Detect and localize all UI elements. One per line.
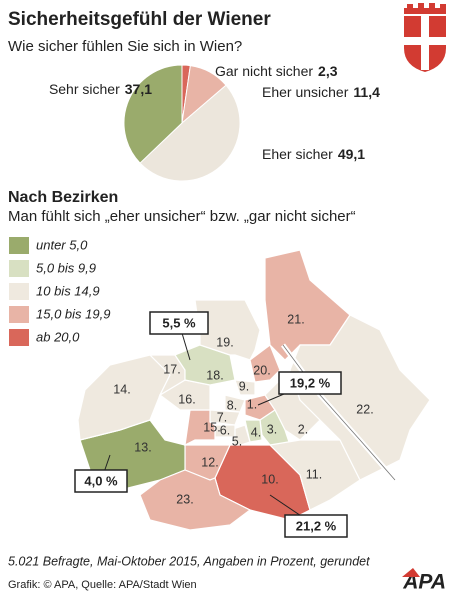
logo-mark: [402, 568, 420, 577]
callout-label: 19,2 %: [290, 375, 331, 390]
district-label: 16.: [178, 392, 195, 406]
district-label: 8.: [227, 398, 237, 412]
district-label: 19.: [216, 335, 233, 349]
slice-value: 37,1: [125, 81, 152, 97]
legend-swatch: [9, 329, 29, 346]
slice-category: Sehr sicher: [49, 81, 120, 97]
slice-category: Eher sicher: [262, 146, 333, 162]
pie-slice: [123, 64, 183, 164]
district-label: 14.: [113, 382, 130, 396]
district-label: 5.: [232, 434, 242, 448]
district: [224, 394, 246, 413]
map-subtitle: Man fühlt sich „eher unsicher“ bzw. „gar…: [8, 208, 356, 225]
pie-slice: [139, 84, 241, 182]
district: [234, 379, 256, 396]
district: [139, 469, 252, 531]
district-label: 4.: [251, 425, 261, 439]
legend: unter 5,0 5,0 bis 9,9 10 bis 14,9 15,0 bis …: [9, 237, 110, 346]
slice-label: Eher unsicher 11,4: [262, 84, 380, 100]
callout-box: [284, 514, 348, 538]
callout-box: [278, 371, 342, 395]
slice-value: 49,1: [338, 146, 365, 162]
district-label: 9.: [239, 379, 249, 393]
callout-label: 5,5 %: [162, 315, 196, 330]
callout-label: 21,2 %: [296, 518, 337, 533]
callout-box: [149, 311, 209, 335]
district: [268, 439, 361, 511]
slice-value: 11,4: [353, 84, 380, 100]
danube-edge: [282, 344, 396, 481]
slice-label: Eher sicher 49,1: [262, 146, 365, 162]
coat-of-arms: [404, 3, 446, 72]
legend-swatch: [9, 283, 29, 300]
footnote: 5.021 Befragte, Mai-Oktober 2015, Angabe…: [8, 554, 370, 568]
district-label: 10.: [261, 472, 278, 486]
legend-swatch: [9, 237, 29, 254]
map-title: Nach Bezirken: [8, 189, 118, 206]
district-label: 1.: [247, 397, 257, 411]
legend-label: ab 20,0: [36, 329, 80, 344]
legend-swatch: [9, 260, 29, 277]
district-label: 6.: [220, 423, 230, 437]
slice-category: Gar nicht sicher: [215, 63, 313, 79]
district-label: 23.: [176, 492, 193, 506]
district-label: 18.: [206, 368, 223, 382]
district-label: 13.: [134, 440, 151, 454]
district-label: 20.: [253, 363, 270, 377]
callout-box: [74, 469, 128, 493]
district-label: 15.: [203, 420, 220, 434]
district-label: 11.: [306, 467, 322, 481]
district-label: 7.: [217, 410, 227, 424]
legend-label: 15,0 bis 19,9: [36, 306, 110, 321]
district: [249, 344, 281, 383]
slice-label: Sehr sicher 37,1: [49, 81, 152, 97]
legend-label: unter 5,0: [36, 237, 88, 252]
district-label: 17.: [163, 362, 180, 376]
callout-label: 4,0 %: [84, 473, 118, 488]
credit: Grafik: © APA, Quelle: APA/Stadt Wien: [8, 579, 197, 591]
legend-label: 5,0 bis 9,9: [36, 260, 96, 275]
district-label: 3.: [267, 422, 277, 436]
district-label: 21.: [287, 312, 304, 326]
district: [184, 409, 216, 447]
legend-label: 10 bis 14,9: [36, 283, 100, 298]
map: 1. 2. 3. 4. 5.6.7.8.9. 10. 11. 12. 13. 14. 15. 16. 1…: [74, 249, 431, 538]
slice-label: Gar nicht sicher 2,3: [215, 63, 338, 79]
district: [194, 299, 261, 361]
slice-category: Eher unsicher: [262, 84, 349, 100]
chart-subtitle: Wie sicher fühlen Sie sich in Wien?: [8, 38, 242, 55]
district: [77, 354, 171, 441]
district-label: 22.: [356, 402, 373, 416]
district-label: 12.: [201, 455, 218, 469]
legend-swatch: [9, 306, 29, 323]
chart-title: Sicherheitsgefühl der Wiener: [8, 9, 271, 30]
district: [289, 314, 431, 481]
district-label: 2.: [298, 422, 308, 436]
slice-value: 2,3: [318, 63, 338, 79]
